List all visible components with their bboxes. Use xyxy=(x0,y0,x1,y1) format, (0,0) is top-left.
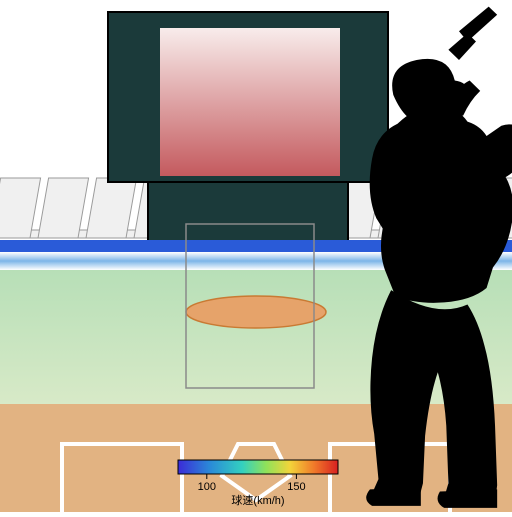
pitch-location-diagram: 100 150球速(km/h) xyxy=(0,0,512,512)
legend-tick-label: 100 xyxy=(198,481,216,493)
scoreboard xyxy=(108,12,388,246)
legend-tick-label: 150 xyxy=(287,481,305,493)
pitchers-mound xyxy=(186,296,326,328)
scoreboard-screen xyxy=(160,28,340,176)
legend-axis-label: 球速(km/h) xyxy=(231,493,284,507)
scene-svg: 100 150球速(km/h) xyxy=(0,0,512,512)
